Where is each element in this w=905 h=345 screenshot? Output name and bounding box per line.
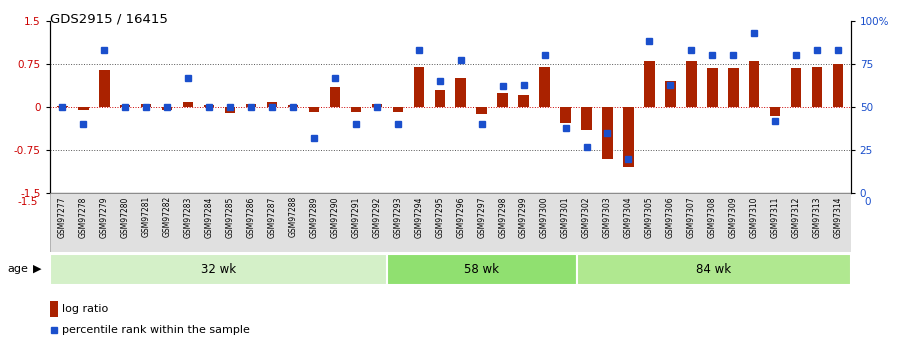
Text: 32 wk: 32 wk (201, 263, 236, 276)
Bar (749, 61, 759, 107)
Bar (393, 107, 403, 111)
Bar (686, 61, 697, 107)
Text: GSM97287: GSM97287 (268, 196, 277, 237)
Text: GSM97293: GSM97293 (394, 196, 403, 238)
Text: -1.5: -1.5 (17, 197, 38, 207)
Text: GSM97301: GSM97301 (561, 196, 570, 238)
Bar (224, 107, 235, 113)
Text: GSM97283: GSM97283 (184, 196, 193, 237)
Bar (833, 64, 843, 107)
Bar (498, 92, 508, 107)
Text: GSM97277: GSM97277 (58, 196, 67, 238)
Bar (162, 107, 173, 110)
Bar (770, 107, 780, 116)
Text: GSM97289: GSM97289 (310, 196, 319, 237)
Text: GSM97312: GSM97312 (792, 196, 801, 237)
Text: GSM97297: GSM97297 (477, 196, 486, 238)
Bar (576, 254, 851, 285)
Bar (372, 104, 382, 107)
Text: ▶: ▶ (33, 264, 41, 274)
Bar (602, 107, 613, 159)
Text: GSM97292: GSM97292 (372, 196, 381, 237)
Text: GSM97311: GSM97311 (771, 196, 780, 237)
Text: GSM97285: GSM97285 (225, 196, 234, 237)
Bar (246, 104, 256, 107)
Bar (581, 107, 592, 130)
Bar (519, 96, 529, 107)
Bar (57, 106, 68, 107)
Text: GSM97286: GSM97286 (246, 196, 255, 237)
Text: GSM97299: GSM97299 (519, 196, 529, 238)
Bar (50, 193, 851, 252)
Bar (624, 107, 634, 167)
Text: GSM97303: GSM97303 (603, 196, 612, 238)
Bar (309, 107, 319, 111)
Text: GSM97278: GSM97278 (79, 196, 88, 237)
Bar (476, 107, 487, 114)
Text: GSM97308: GSM97308 (708, 196, 717, 238)
Bar (560, 107, 571, 123)
Bar (204, 105, 214, 107)
Text: GSM97291: GSM97291 (351, 196, 360, 237)
Text: GSM97304: GSM97304 (624, 196, 633, 238)
Text: GSM97290: GSM97290 (330, 196, 339, 238)
Bar (728, 68, 738, 107)
Bar (707, 68, 718, 107)
Text: GSM97279: GSM97279 (100, 196, 109, 238)
Bar (50, 301, 59, 317)
Text: GSM97310: GSM97310 (749, 196, 758, 238)
Text: 58 wk: 58 wk (464, 263, 500, 276)
Bar (329, 87, 340, 107)
Bar (434, 90, 445, 107)
Text: log ratio: log ratio (62, 304, 108, 314)
Bar (539, 67, 550, 107)
Text: GSM97302: GSM97302 (582, 196, 591, 238)
Text: GSM97296: GSM97296 (456, 196, 465, 238)
Text: GSM97305: GSM97305 (645, 196, 654, 238)
Text: GSM97282: GSM97282 (163, 196, 172, 237)
Bar (455, 78, 466, 107)
Bar (665, 81, 676, 107)
Text: percentile rank within the sample: percentile rank within the sample (62, 325, 250, 335)
Text: GSM97314: GSM97314 (834, 196, 843, 238)
Text: age: age (7, 264, 28, 274)
Bar (414, 67, 424, 107)
Bar (350, 107, 361, 111)
Text: GSM97281: GSM97281 (142, 196, 151, 237)
Text: GSM97313: GSM97313 (813, 196, 822, 238)
Bar (644, 61, 654, 107)
Text: GSM97294: GSM97294 (414, 196, 424, 238)
Bar (812, 67, 823, 107)
Text: GSM97309: GSM97309 (729, 196, 738, 238)
Bar (78, 107, 89, 110)
Text: GSM97298: GSM97298 (498, 196, 507, 237)
Text: 84 wk: 84 wk (696, 263, 731, 276)
Bar (141, 104, 151, 107)
Bar (288, 105, 299, 107)
Text: GSM97280: GSM97280 (120, 196, 129, 237)
Text: GSM97300: GSM97300 (540, 196, 549, 238)
Bar (267, 102, 277, 107)
Text: GSM97307: GSM97307 (687, 196, 696, 238)
Text: GSM97295: GSM97295 (435, 196, 444, 238)
Bar (183, 102, 194, 107)
Text: GSM97284: GSM97284 (205, 196, 214, 237)
Text: GDS2915 / 16415: GDS2915 / 16415 (50, 12, 167, 25)
Bar (120, 105, 130, 107)
Bar (387, 254, 576, 285)
Bar (99, 70, 110, 107)
Bar (791, 68, 802, 107)
Text: 0: 0 (864, 197, 871, 207)
Text: GSM97306: GSM97306 (666, 196, 675, 238)
Bar (50, 254, 387, 285)
Text: GSM97288: GSM97288 (289, 196, 298, 237)
